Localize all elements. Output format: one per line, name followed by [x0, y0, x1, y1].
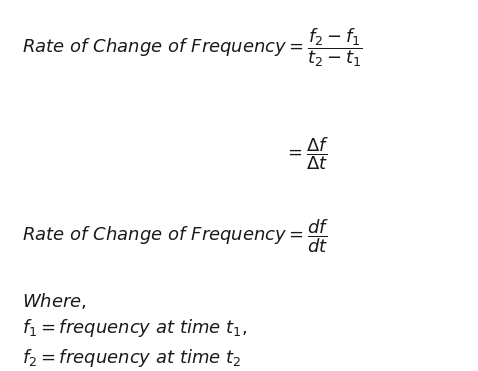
Text: $\mathit{Rate\ of\ Change\ of\ Frequency} = \dfrac{f_2 - f_1}{t_2 - t_1}$: $\mathit{Rate\ of\ Change\ of\ Frequency… [22, 26, 362, 69]
Text: $f_1 = \mathit{frequency\ at\ time\ }t_1\mathit{,}$: $f_1 = \mathit{frequency\ at\ time\ }t_1… [22, 317, 247, 339]
Text: $\mathit{Rate\ of\ Change\ of\ Frequency} = \dfrac{df}{dt}$: $\mathit{Rate\ of\ Change\ of\ Frequency… [22, 217, 329, 255]
Text: $f_2 = \mathit{frequency\ at\ time\ }t_2$: $f_2 = \mathit{frequency\ at\ time\ }t_2… [22, 347, 241, 369]
Text: $= \dfrac{\Delta f}{\Delta t}$: $= \dfrac{\Delta f}{\Delta t}$ [284, 135, 329, 172]
Text: $\mathit{Where,}$: $\mathit{Where,}$ [22, 291, 86, 311]
